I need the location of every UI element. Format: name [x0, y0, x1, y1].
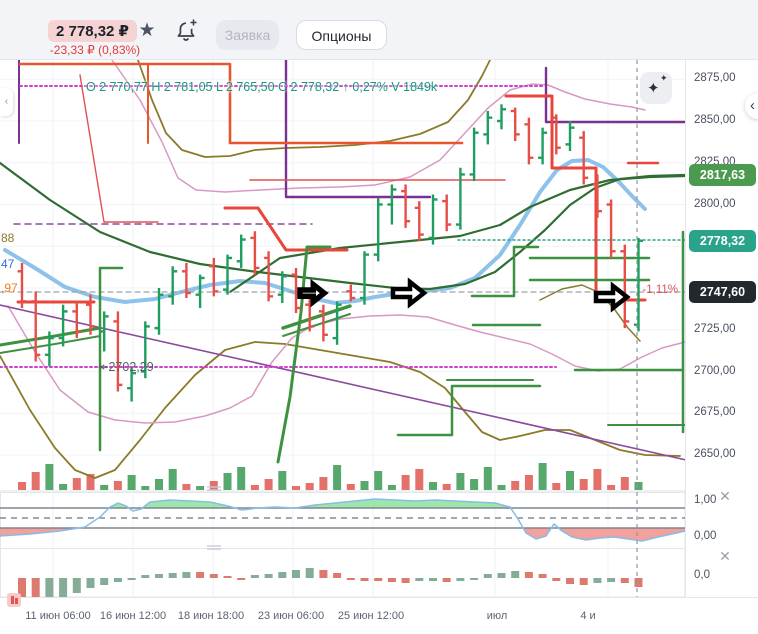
time-axis-label: 25 июн 12:00 [337, 610, 405, 622]
price-axis-label: 2800,00 [694, 197, 736, 210]
green-vertical-left [98, 266, 124, 452]
indicator-price-label: ,97 [1, 281, 18, 295]
top-bar: 2 778,32 ₽ -23,33 ₽ (0,83%) ★ Заявка Опц… [0, 0, 758, 60]
volume-series [18, 463, 643, 490]
sparkle-small-icon: ✦ [660, 73, 668, 83]
right-arrow-annotation [390, 277, 428, 309]
indicator-price-label: 47 [1, 257, 15, 271]
ma-darkgreen-1 [0, 161, 687, 291]
indicator-price-label: 88 [1, 231, 15, 245]
green-diag-left-a [0, 326, 102, 347]
green-step-low [396, 384, 542, 437]
oscillator1-panel[interactable] [0, 492, 686, 549]
percent-change-label: -1,11% [642, 284, 678, 296]
price-axis-label: 2675,00 [694, 406, 736, 419]
time-axis-label: 4 и [580, 610, 596, 622]
last-price: 2 778,32 ₽ [48, 20, 137, 42]
favorite-star-icon[interactable]: ★ [138, 20, 156, 41]
oscillator2-series [18, 568, 643, 612]
ohlc-legend: O 2 770,77 H 2 781,05 L 2 765,50 C 2 778… [86, 80, 438, 94]
green-ladder-steep [276, 245, 332, 464]
price-change: -23,33 ₽ (0,83%) [49, 43, 141, 57]
order-button[interactable]: Заявка [216, 20, 279, 50]
olive-upper [137, 59, 491, 158]
red-thin-diag [79, 74, 159, 223]
options-button[interactable]: Опционы [296, 20, 387, 50]
oscillator1-series [0, 498, 686, 542]
ai-sparkles-button[interactable]: ✦ ✦ [640, 72, 672, 104]
right-arrow-annotation [297, 278, 329, 308]
time-axis-label: 16 июн 12:00 [99, 610, 167, 622]
oscillator-axis-label: 0,0 [694, 569, 710, 581]
oscillator-axis-label: 0,00 [694, 530, 717, 542]
panel-expand-chevron-icon[interactable]: ‹ [745, 93, 758, 119]
ma-lightblue [3, 158, 647, 305]
price-axis-label: 2850,00 [694, 114, 736, 126]
purple-step-2 [544, 66, 687, 124]
green-diag-left-b [0, 335, 101, 354]
pink-upper [111, 59, 646, 193]
ma-darkgreen-2 [228, 174, 687, 294]
price-axis-label: 2725,00 [694, 322, 736, 335]
red-step-top [18, 62, 464, 145]
time-axis-label: июл [486, 610, 508, 622]
right-arrow-annotation [593, 281, 631, 313]
oscillator-axis-label: 1,00 [694, 494, 717, 506]
time-axis[interactable]: 11 июн 06:00 16 июн 12:00 18 июн 18:00 23 и… [0, 597, 758, 634]
purple-trendline [0, 304, 696, 463]
green-diag-mid-a [281, 304, 352, 330]
price-badge: 2778,32 [689, 229, 756, 252]
price-axis-label: 2700,00 [694, 364, 736, 377]
green-step-mid [470, 245, 540, 298]
price-axis-label: 2875,00 [694, 72, 736, 85]
indicator-lines [0, 58, 696, 479]
close-oscillator2-icon[interactable]: ✕ [719, 548, 731, 564]
price-axis-label: 2650,00 [694, 448, 736, 460]
time-axis-label: 11 июн 06:00 [25, 610, 91, 622]
collapse-panel-tab[interactable]: ‹ [0, 88, 13, 116]
close-oscillator1-icon[interactable]: ✕ [719, 488, 731, 504]
purple-step-1 [284, 58, 432, 199]
price-badge: 2817,63 [689, 164, 756, 187]
oscillator2-panel[interactable] [0, 548, 686, 598]
level-2702-label: ↞2702,29 [98, 360, 154, 374]
time-axis-label: 23 июн 06:00 [257, 610, 325, 622]
red-step-mid [223, 206, 349, 252]
sparkle-icon: ✦ [647, 80, 660, 97]
mini-indicator-icon [7, 593, 21, 607]
price-axis[interactable]: ✕ ✕ 2875,00 2850,00 2825,00 2800,00 2725,00 2… [685, 60, 758, 597]
price-badge: 2747,60 [689, 281, 756, 303]
pink-lower [7, 305, 686, 424]
alert-bell-icon[interactable] [172, 17, 200, 45]
annotation-arrows [297, 277, 631, 313]
candles-series [17, 104, 643, 402]
green-diag-mid-b [282, 313, 351, 337]
olive-lower [0, 341, 681, 479]
time-axis-label: 18 июн 18:00 [177, 610, 245, 622]
